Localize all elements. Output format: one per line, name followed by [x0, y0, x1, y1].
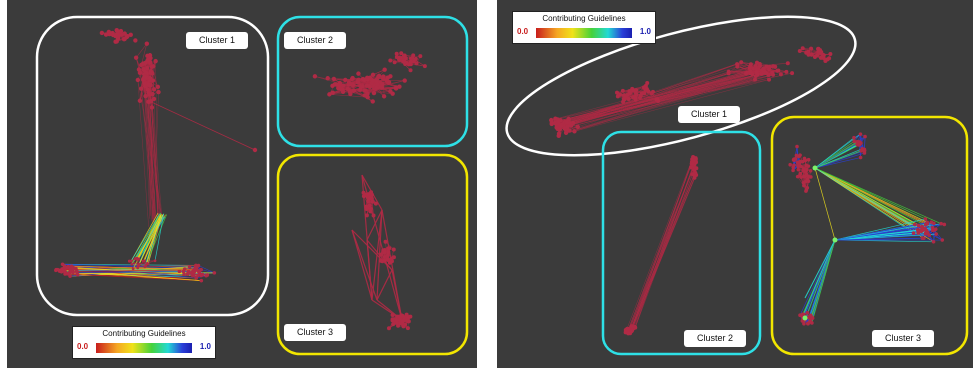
right-cluster2-outline	[601, 130, 762, 356]
left-graph-canvas	[35, 15, 469, 356]
right-legend: Contributing Guidelines 0.0 1.0	[512, 11, 656, 44]
left-legend-title: Contributing Guidelines	[102, 329, 186, 338]
right-graph-canvas	[505, 15, 969, 356]
right-cluster2-label: Cluster 2	[684, 330, 746, 347]
right-network-edges	[551, 47, 945, 334]
left-cluster2-label: Cluster 2	[284, 32, 346, 49]
right-legend-title: Contributing Guidelines	[542, 14, 626, 23]
left-legend-max: 1.0	[199, 342, 211, 351]
right-legend-min: 0.0	[517, 27, 529, 36]
left-network-edges	[55, 30, 426, 329]
right-cluster1-outline	[505, 15, 857, 157]
left-cluster3-label: Cluster 3	[284, 324, 346, 341]
left-legend: Contributing Guidelines 0.0 1.0	[72, 326, 216, 359]
left-legend-colorbar	[96, 343, 192, 353]
right-network-nodes	[549, 46, 947, 336]
left-legend-min: 0.0	[77, 342, 89, 351]
left-cluster3-outline	[276, 153, 469, 356]
right-legend-max: 1.0	[639, 27, 651, 36]
right-cluster3-outline	[770, 115, 969, 356]
left-network-nodes	[54, 28, 427, 331]
left-cluster1-outline	[35, 15, 270, 317]
right-cluster3-label: Cluster 3	[872, 330, 934, 347]
right-legend-colorbar	[536, 28, 632, 38]
right-graph-panel: Cluster 1 Cluster 2 Cluster 3 Contributi…	[497, 0, 973, 368]
left-cluster2-outline	[276, 15, 469, 148]
left-graph-panel: Cluster 1 Cluster 2 Cluster 3 Contributi…	[7, 0, 477, 368]
right-cluster1-label: Cluster 1	[678, 106, 740, 123]
left-cluster1-label: Cluster 1	[186, 32, 248, 49]
